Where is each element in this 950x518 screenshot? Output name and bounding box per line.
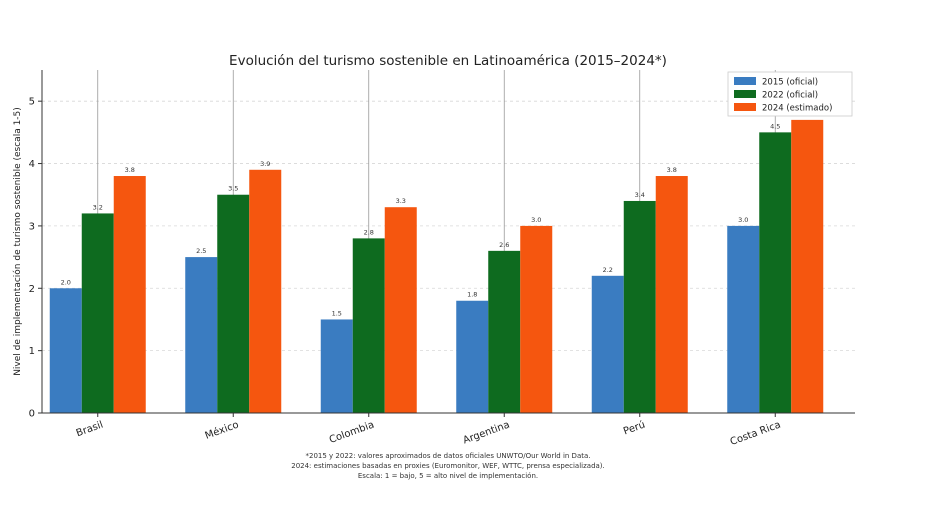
data-labels: 2.0 3.2 3.8 2.5 3.5 3.9 1.5 2.8 3.3 1.8 2.6 3.0 2.2 3…: [61, 110, 813, 318]
y-tick-label: 2: [29, 284, 35, 295]
chart-title: Evolución del turismo sostenible en Lati…: [229, 53, 667, 69]
legend: 2015 (oficial) 2022 (oficial) 2024 (estima…: [727, 71, 853, 117]
bar-value-label: 3.4: [635, 191, 645, 199]
bar: [591, 275, 624, 413]
legend-swatch: [734, 77, 756, 85]
bar: [488, 250, 521, 413]
bar: [384, 207, 417, 413]
y-tick-label: 3: [29, 221, 35, 232]
bar-value-label: 2.5: [196, 247, 206, 255]
x-tick-label: Argentina: [462, 419, 512, 446]
bar: [113, 176, 146, 413]
bar-value-label: 4.5: [770, 122, 780, 130]
y-axis-ticks: 0 1 2 3 4 5: [29, 97, 42, 420]
x-tick-label: México: [203, 419, 240, 442]
bar: [81, 213, 114, 413]
legend-swatch: [734, 90, 756, 98]
bar-value-label: 2.8: [364, 228, 374, 236]
y-tick-label: 0: [29, 409, 35, 420]
bar-value-label: 2.2: [603, 266, 613, 274]
legend-entry: 2024 (estimado): [762, 104, 832, 114]
x-tick-label: Costa Rica: [729, 419, 782, 447]
legend-entry: 2022 (oficial): [762, 91, 818, 101]
x-tick-label: Perú: [622, 419, 647, 438]
footnote-line: *2015 y 2022: valores aproximados de dat…: [306, 452, 591, 460]
bar: [727, 225, 760, 413]
bar-value-label: 3.8: [667, 166, 677, 174]
bar-value-label: 3.3: [396, 197, 406, 205]
footnote-line: Escala: 1 = bajo, 5 = alto nivel de impl…: [358, 472, 538, 480]
x-tick-label: Brasil: [75, 419, 105, 439]
bar-value-label: 3.9: [260, 160, 270, 168]
y-tick-label: 5: [29, 97, 35, 108]
bar: [759, 132, 792, 413]
bar-value-label: 2.6: [499, 241, 509, 249]
bar-value-label: 1.8: [467, 291, 477, 299]
footnotes: *2015 y 2022: valores aproximados de dat…: [291, 452, 605, 480]
bar-value-label: 3.0: [738, 216, 748, 224]
bars: [49, 119, 824, 414]
bar: [185, 257, 218, 413]
x-tick-label: Colombia: [328, 419, 376, 445]
legend-entry: 2015 (oficial): [762, 78, 818, 88]
y-axis-label: Nivel de implementación de turismo soste…: [12, 107, 23, 376]
x-axis-ticks: Brasil México Colombia Argentina Perú Costa R…: [75, 413, 782, 448]
bar: [49, 288, 82, 413]
bar-value-label: 1.5: [332, 309, 342, 317]
bar-value-label: 3.0: [531, 216, 541, 224]
bar: [623, 200, 656, 413]
bar: [520, 225, 553, 413]
bar: [456, 300, 489, 413]
y-tick-label: 1: [29, 346, 35, 357]
y-tick-label: 4: [29, 159, 35, 170]
bar: [655, 176, 688, 413]
footnote-line: 2024: estimaciones basadas en proxies (E…: [291, 462, 605, 470]
bar: [352, 238, 385, 413]
bar: [791, 119, 824, 414]
bar: [320, 319, 353, 413]
legend-swatch: [734, 103, 756, 111]
bar-value-label: 3.8: [125, 166, 135, 174]
bar-value-label: 3.2: [93, 203, 103, 211]
bar-value-label: 3.5: [228, 185, 238, 193]
bar: [217, 194, 250, 413]
bar: [249, 169, 282, 413]
bar-value-label: 2.0: [61, 278, 71, 286]
